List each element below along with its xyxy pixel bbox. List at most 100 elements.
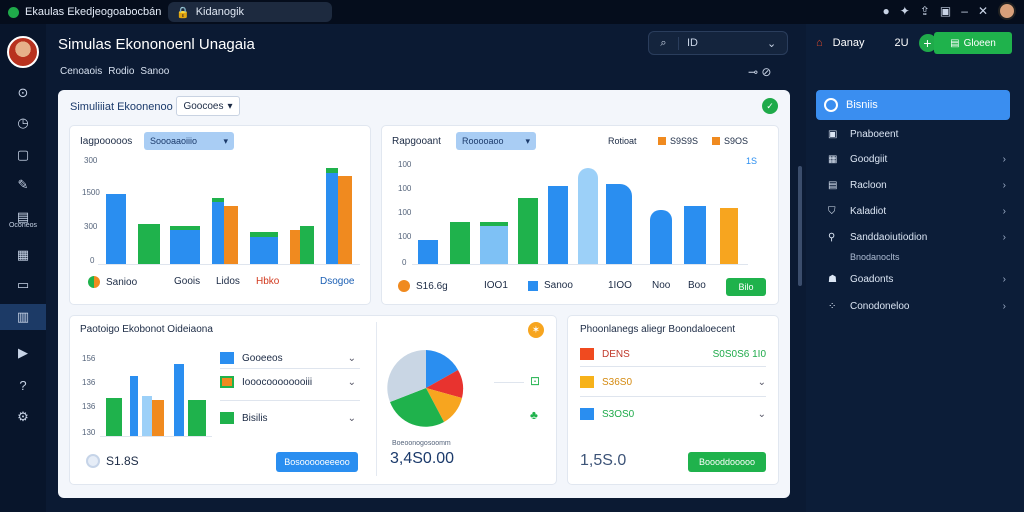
toggle-icon[interactable]: ⊸ ⊘: [748, 65, 772, 79]
card3-button[interactable]: Bosoooooeeeoo: [276, 452, 358, 472]
chevron-right-icon: ›: [1002, 206, 1006, 217]
image-icon[interactable]: ▢: [16, 147, 30, 162]
chevron-down-icon: ⌄: [757, 376, 766, 388]
search-box[interactable]: ⌕ ID ⌄: [648, 31, 788, 55]
add-icon[interactable]: +: [918, 34, 937, 52]
bar: [650, 210, 672, 264]
pie-connector: [494, 382, 524, 383]
dashboard-icon[interactable]: ▥: [0, 304, 46, 330]
user-avatar-small[interactable]: [998, 2, 1016, 20]
divider: [220, 368, 360, 369]
x-axis: [100, 436, 212, 437]
lock-icon: 🔒: [176, 6, 190, 19]
magic-icon[interactable]: ✶: [528, 322, 544, 338]
legend-label: Iooocoooooooiii: [242, 376, 313, 388]
home-icon[interactable]: ⌂: [816, 37, 823, 49]
legend-label: Rotioat: [608, 136, 637, 146]
y-tick: 156: [82, 354, 96, 363]
calendar-icon[interactable]: ▦: [16, 247, 30, 262]
share-icon[interactable]: ⇪: [919, 4, 930, 18]
card-dropdown[interactable]: Rooooaoo ▾: [456, 132, 536, 150]
footer-item: 1IOO: [608, 280, 632, 291]
right-item[interactable]: ⁘ Conodoneloo ›: [828, 301, 1006, 312]
settings-icon[interactable]: ⚙: [17, 409, 29, 424]
bookmark-icon[interactable]: ▣: [939, 4, 952, 18]
check-icon[interactable]: ✓: [762, 98, 778, 114]
bar: [326, 168, 338, 264]
browser-tab[interactable]: 🔒 Kidanogik: [168, 2, 332, 22]
pin-icon[interactable]: ✦: [899, 4, 910, 18]
list-row[interactable]: S3OS0 ⌄: [580, 408, 766, 420]
target-icon[interactable]: ⊡: [530, 374, 541, 388]
right-item-label: Racloon: [850, 180, 887, 191]
right-item[interactable]: ☗ Goadonts ›: [828, 274, 1006, 285]
file-icon[interactable]: ▭: [16, 277, 30, 292]
close-icon[interactable]: ✕: [977, 4, 988, 18]
list-row[interactable]: DENS S0S0S6 1I0: [580, 348, 766, 360]
bar: [152, 400, 164, 436]
chevron-down-icon: ⌄: [757, 408, 766, 420]
card4-button[interactable]: Boooddooooo: [688, 452, 766, 472]
row-value: S0S0S6 1I0: [712, 348, 766, 360]
card4-button-label: Boooddooooo: [698, 457, 756, 467]
card-title: Rapgooant: [392, 136, 441, 147]
pin-icon: ⚲: [828, 232, 836, 243]
avatar[interactable]: [7, 36, 39, 68]
list-row[interactable]: S36S0 ⌄: [580, 376, 766, 388]
card-footer-left: S1.8S: [86, 454, 139, 468]
document-icon[interactable]: ▤: [16, 209, 30, 224]
scrollbar[interactable]: [798, 166, 802, 286]
divider: [376, 322, 377, 476]
help-icon[interactable]: ?: [19, 377, 27, 393]
main-dropdown-label: Goocoes: [183, 100, 224, 112]
menu-item[interactable]: Cenoaois: [60, 66, 103, 77]
y-tick: 0: [402, 258, 407, 267]
y-tick: 100: [398, 232, 412, 241]
video-icon[interactable]: ▶: [18, 345, 28, 360]
bar: [106, 398, 122, 436]
card-title: Phoonlanegs aliegr Boondaloecent: [580, 324, 736, 335]
pen-icon[interactable]: ✎: [17, 177, 29, 192]
right-panel: ⌂ Danay 2U + ▤ Gloeen Bisniis ▣ Pnaboeen…: [806, 24, 1024, 512]
legend-row[interactable]: Gooeeos ⌄: [220, 352, 356, 364]
window-titlebar: Ekaulas Ekedjeogoabocbán 🔒 Kidanogik ● ✦…: [0, 0, 1024, 24]
right-item[interactable]: ▤ Racloon ›: [828, 180, 1006, 191]
grid-icon: ⁘: [828, 301, 837, 312]
card2-button[interactable]: Bilo: [726, 278, 766, 296]
main-dropdown[interactable]: Goocoes ▾: [176, 96, 240, 116]
search-input[interactable]: ID: [687, 37, 698, 49]
tree-icon[interactable]: ♣: [530, 408, 538, 422]
right-item[interactable]: ⚲ Sanddaoiutiodion ›: [828, 232, 1006, 243]
extension-icon[interactable]: ●: [882, 4, 890, 18]
legend-swatch: [220, 376, 234, 388]
bar: [480, 222, 508, 264]
right-item-label: Sanddaoiutiodion: [850, 232, 928, 243]
right-item[interactable]: ▣ Pnaboeent: [828, 129, 1006, 140]
footer-right[interactable]: Dsogoe: [320, 276, 355, 287]
bar: [578, 168, 598, 264]
legend-row[interactable]: Bisilis ⌄: [220, 412, 356, 424]
bar: [142, 396, 152, 436]
green-action-button[interactable]: ▤ Gloeen: [934, 32, 1012, 54]
compass-icon[interactable]: ⊙: [17, 85, 29, 100]
right-item[interactable]: ▦ Goodgiit ›: [828, 154, 1006, 165]
left-rail: ⊙ ◷ ▢ ✎ ▤ Oconeos ▦ ▭ ▥ ▶ ? ⚙: [0, 24, 46, 512]
legend-swatch: [220, 412, 234, 424]
bar: [138, 224, 160, 264]
menu-item[interactable]: Sanoo: [140, 66, 170, 77]
minimize-icon[interactable]: –: [961, 4, 968, 18]
bar: [338, 176, 352, 264]
clock-icon[interactable]: ◷: [17, 115, 29, 130]
bar: [418, 240, 438, 264]
chevron-down-icon[interactable]: ⌄: [767, 37, 777, 50]
y-tick: 130: [82, 428, 96, 437]
pie-mini-icon: [88, 276, 100, 288]
right-item[interactable]: ⛉ Kaladiot ›: [828, 206, 1006, 217]
menu-item[interactable]: Rodio: [108, 66, 135, 77]
card-dropdown[interactable]: Soooaaoiiio ▾: [144, 132, 234, 150]
app-tab[interactable]: Ekaulas Ekedjeogoabocbán: [0, 2, 169, 22]
selected-item[interactable]: Bisniis: [816, 90, 1010, 120]
y-tick: 100: [398, 208, 412, 217]
legend-row[interactable]: Iooocoooooooiii ⌄: [220, 376, 356, 388]
legend-label: S9OS: [724, 136, 749, 146]
